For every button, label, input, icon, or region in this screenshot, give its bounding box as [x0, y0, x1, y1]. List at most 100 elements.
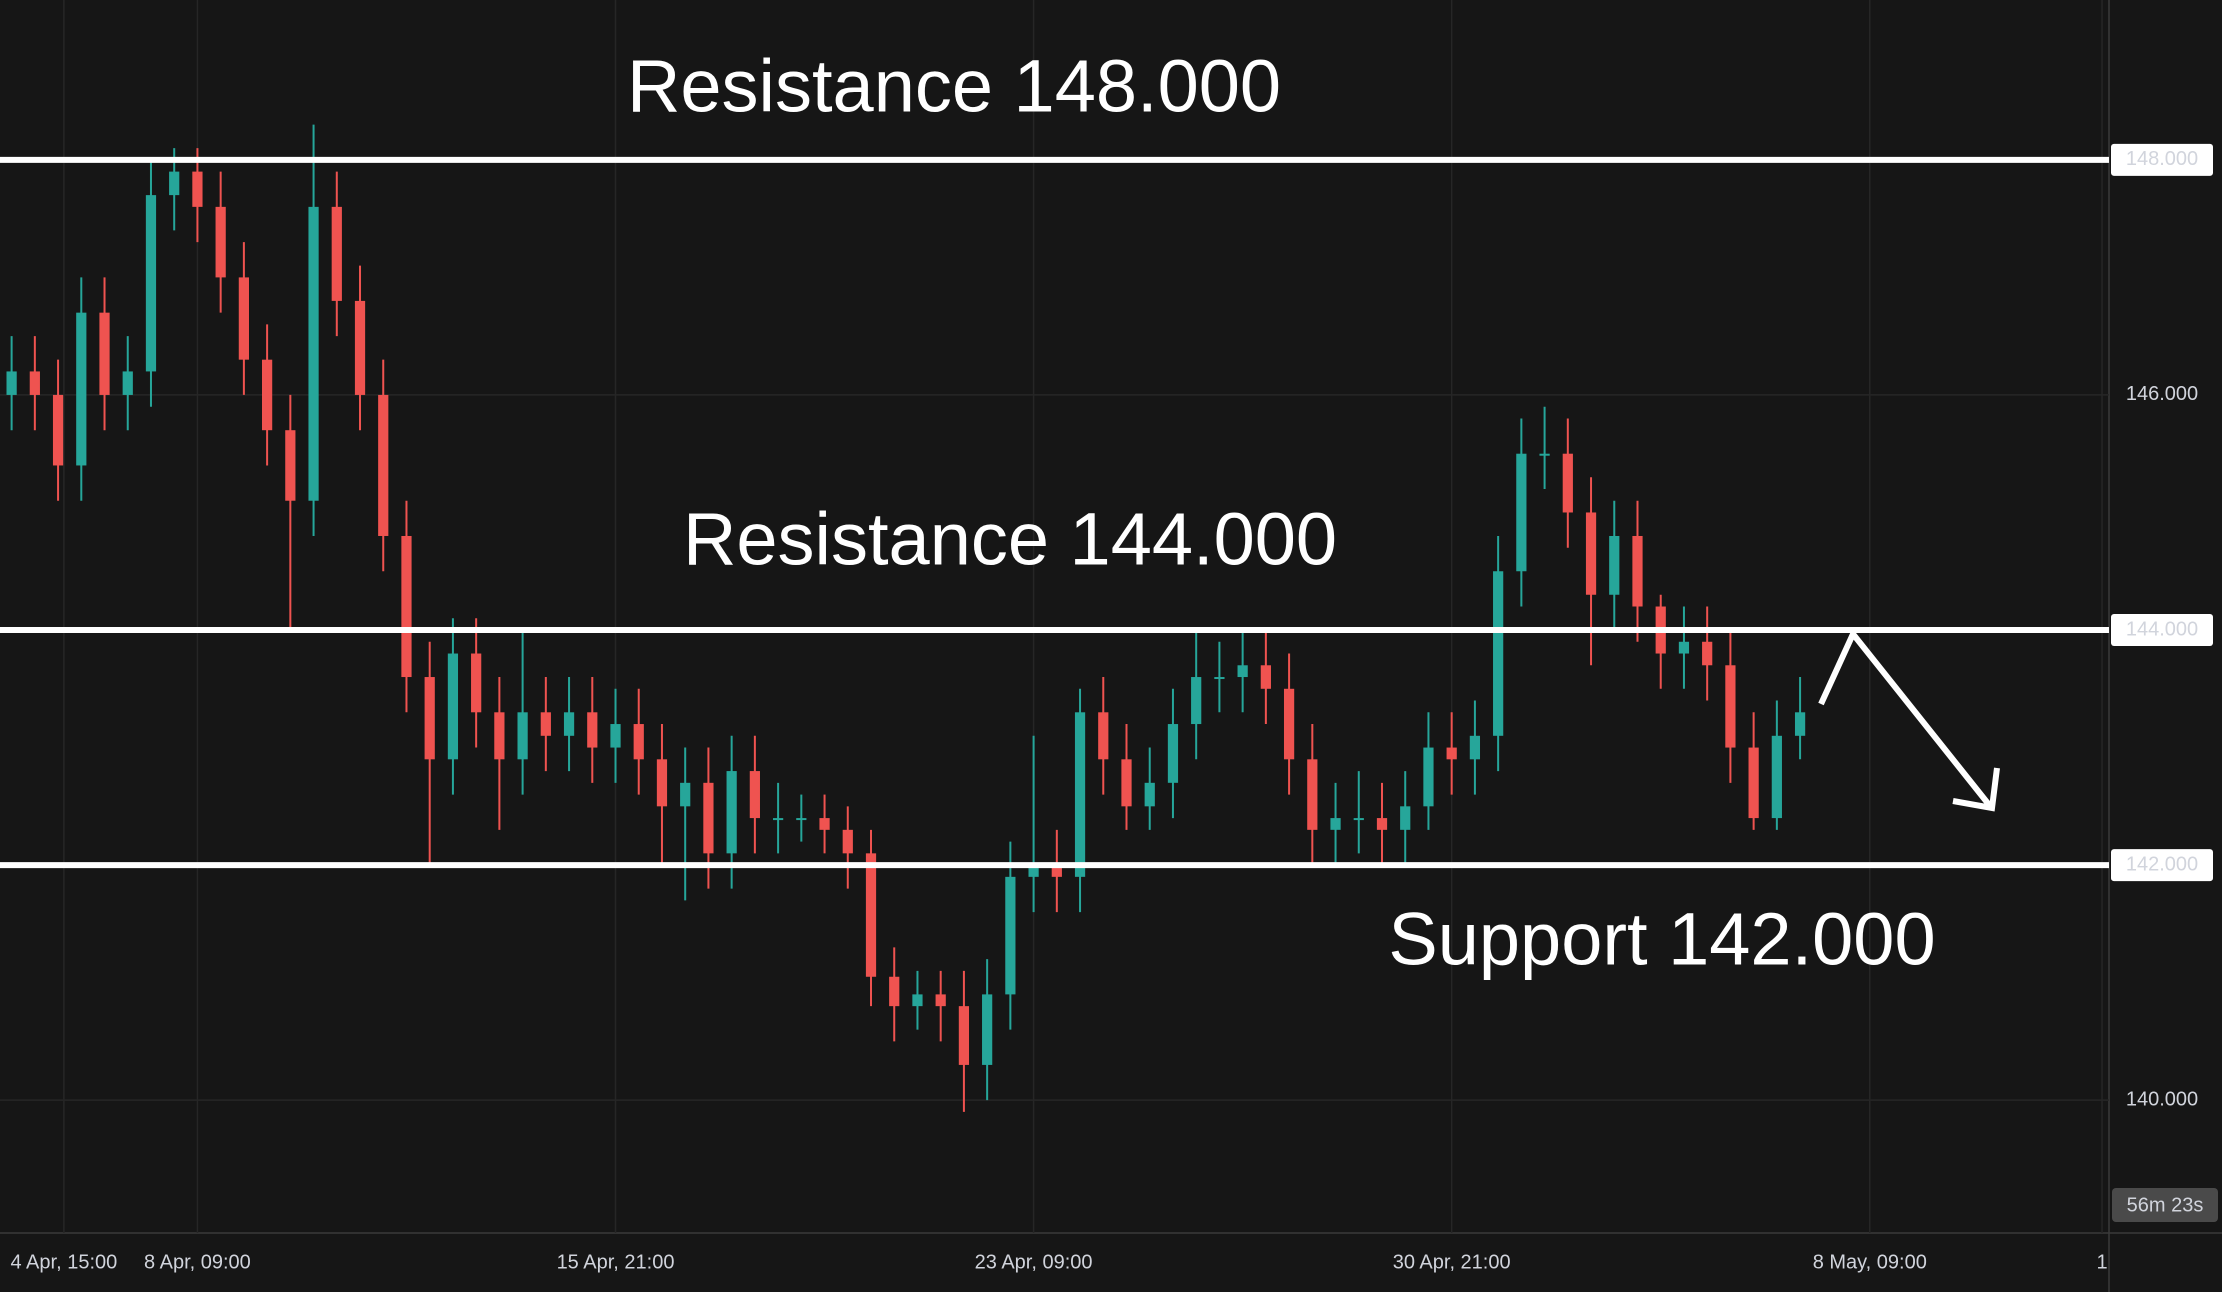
- candle-body: [76, 312, 87, 466]
- candle-body: [1098, 712, 1109, 760]
- candle-body: [1585, 512, 1597, 595]
- candle-body: [982, 994, 993, 1065]
- annotation: Resistance 144.000: [683, 498, 1337, 581]
- arrow-head: [1952, 767, 2000, 812]
- candle-body: [1562, 453, 1573, 513]
- candle-body: [424, 677, 435, 760]
- candle-body: [889, 976, 900, 1007]
- candle-body: [1330, 818, 1341, 830]
- y-tick-label: 144.000: [2126, 618, 2198, 640]
- candle-body: [1214, 677, 1225, 680]
- candle-body: [1283, 688, 1295, 760]
- x-tick-label: 30 Apr, 21:00: [1393, 1251, 1511, 1273]
- candle-body: [1493, 571, 1504, 736]
- candle-body: [796, 818, 807, 821]
- candle-body: [610, 724, 621, 748]
- candle-body: [1469, 735, 1481, 760]
- axes: 4 Apr, 15:00 8 Apr, 09:00 15 Apr, 21:00 23 …: [10, 143, 2213, 1273]
- candle-body: [749, 771, 760, 819]
- candle-body: [331, 206, 342, 301]
- level-tag: [2111, 614, 2213, 647]
- y-tick-label: 148.000: [2126, 148, 2198, 170]
- candle-body: [1678, 641, 1690, 654]
- projection-arrow: [1818, 628, 1993, 808]
- candle-body: [145, 195, 157, 372]
- candle-body: [1167, 724, 1179, 783]
- candle-body: [1516, 453, 1527, 572]
- candle-body: [285, 430, 296, 501]
- x-tick-label: 8 May, 09:00: [1813, 1251, 1927, 1273]
- level-tag: [2111, 849, 2213, 882]
- candle-body: [1260, 665, 1271, 689]
- candle-body: [122, 371, 133, 395]
- candle-body: [958, 1006, 970, 1065]
- candle-body: [1191, 677, 1202, 725]
- x-tick-label: 23 Apr, 09:00: [975, 1251, 1093, 1273]
- candle-body: [1446, 747, 1457, 760]
- countdown: 56m 23s: [2127, 1194, 2204, 1216]
- candle-body: [703, 782, 714, 854]
- candle-body: [169, 171, 180, 196]
- candle-body: [52, 394, 64, 466]
- annotation: Resistance 148.000: [627, 45, 1281, 128]
- candle-body: [1121, 759, 1132, 807]
- candles: [6, 124, 1806, 1112]
- candle-body: [1051, 865, 1062, 877]
- candle-body: [447, 653, 459, 760]
- candle-body: [726, 771, 737, 854]
- candle-body: [261, 359, 273, 431]
- candle-body: [1702, 641, 1713, 666]
- candle-body: [1423, 747, 1434, 807]
- candle-body: [1748, 747, 1759, 819]
- candle-body: [1609, 535, 1620, 595]
- candle-body: [842, 829, 853, 854]
- annotation: Support 142.000: [1388, 898, 1935, 981]
- candle-body: [6, 371, 17, 395]
- level-tag: [2111, 143, 2213, 176]
- levels: [0, 156, 2109, 869]
- candle-body: [1539, 453, 1550, 456]
- candle-body: [587, 712, 598, 748]
- candle-body: [935, 994, 946, 1007]
- candle-body: [494, 712, 505, 760]
- candle-body: [99, 312, 110, 395]
- candle-body: [29, 371, 40, 395]
- y-tick-label: 146.000: [2126, 383, 2198, 405]
- candle-body: [1794, 712, 1806, 736]
- candle-body: [1400, 806, 1411, 830]
- candle-body: [401, 535, 412, 678]
- candle-body: [563, 712, 575, 736]
- y-tick-label: 140.000: [2126, 1088, 2198, 1110]
- candle-body: [1632, 535, 1643, 607]
- candle-body: [1771, 735, 1782, 819]
- candle-body: [680, 782, 691, 807]
- candle-body: [540, 712, 551, 736]
- candle-body: [378, 394, 389, 536]
- candle-body: [1725, 665, 1736, 748]
- candle-body: [471, 653, 482, 713]
- candle-body: [656, 759, 668, 807]
- x-tick-label: 4 Apr, 15:00: [10, 1251, 117, 1273]
- candle-body: [517, 712, 528, 760]
- candle-body: [772, 818, 784, 821]
- candle-body: [1376, 818, 1388, 830]
- candle-body: [215, 206, 226, 278]
- y-tick-label: 142.000: [2126, 853, 2198, 875]
- candle-body: [238, 277, 249, 360]
- candle-body: [308, 206, 319, 501]
- candle-body: [1074, 712, 1086, 877]
- candle-body: [865, 853, 877, 977]
- countdown-box: [2112, 1188, 2218, 1222]
- candle-body: [633, 724, 644, 760]
- candle-body: [354, 300, 366, 395]
- x-tick-label: 1: [2096, 1251, 2107, 1273]
- x-tick-label: 15 Apr, 21:00: [557, 1251, 675, 1273]
- candle-body: [819, 818, 830, 830]
- candle-body: [912, 994, 923, 1007]
- candle-body: [1005, 876, 1016, 995]
- candle-body: [1144, 782, 1155, 807]
- x-tick-label: 8 Apr, 09:00: [144, 1251, 251, 1273]
